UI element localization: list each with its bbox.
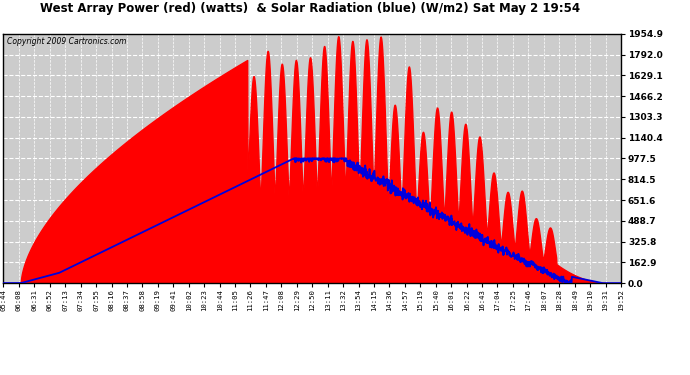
Text: West Array Power (red) (watts)  & Solar Radiation (blue) (W/m2) Sat May 2 19:54: West Array Power (red) (watts) & Solar R… <box>41 2 580 15</box>
Text: Copyright 2009 Cartronics.com: Copyright 2009 Cartronics.com <box>6 38 126 46</box>
